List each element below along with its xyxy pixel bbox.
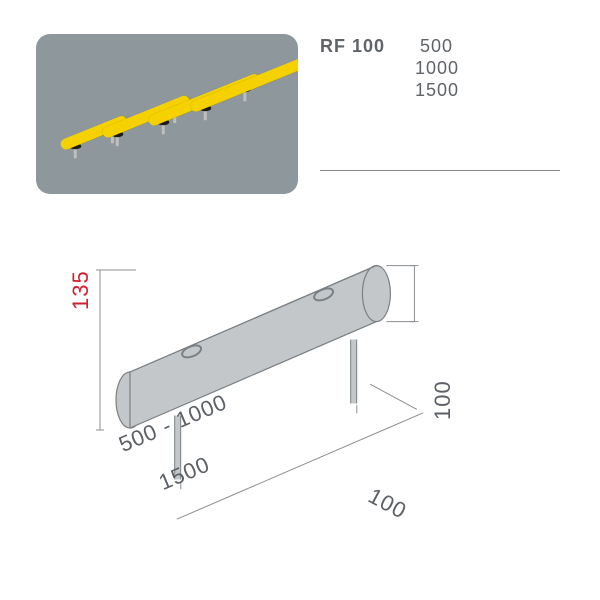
variant-1: 1000 [415, 58, 459, 79]
product-panel [36, 34, 298, 194]
model-label: RF 100 [320, 36, 385, 57]
product-panel-svg [36, 34, 298, 194]
variant-0: 500 [420, 36, 453, 57]
tech-drawing [60, 240, 540, 560]
figure-root: RF 100 500 1000 1500 135 100 100 500 - 1… [0, 0, 600, 600]
dim-height-total: 135 [68, 270, 94, 310]
variant-2: 1500 [415, 80, 459, 101]
header-rule [320, 170, 560, 171]
dim-diameter: 100 [430, 380, 456, 420]
